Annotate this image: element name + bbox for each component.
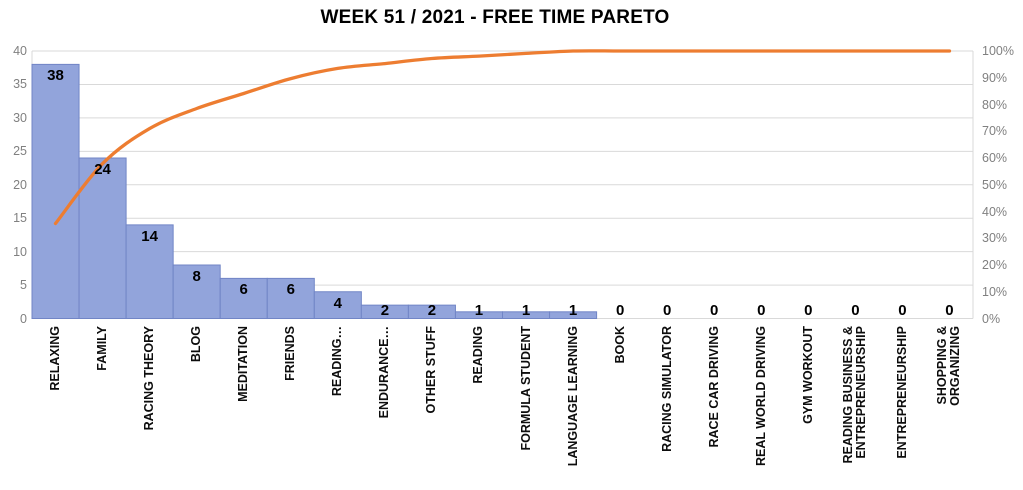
left-axis-tick-label: 0	[20, 311, 27, 326]
bar-value-label: 0	[663, 301, 672, 319]
right-axis-tick-label: 70%	[982, 124, 1008, 139]
category-label: LANGUAGE LEARNING	[565, 326, 580, 467]
category-label: FRIENDS	[283, 326, 298, 381]
category-label: RACE CAR DRIVING	[706, 326, 721, 448]
bar-value-label: 2	[380, 301, 390, 319]
category-label: RACING THEORY	[142, 326, 157, 431]
category-label: GYM WORKOUT	[800, 326, 815, 424]
bar	[31, 63, 80, 320]
category-label: BOOK	[612, 326, 627, 364]
bar	[549, 311, 598, 319]
left-axis-tick-label: 20	[13, 177, 27, 192]
bar-value-label: 6	[239, 281, 248, 299]
bar	[266, 277, 315, 320]
left-axis-tick-label: 5	[20, 278, 27, 293]
bar	[219, 277, 268, 320]
right-axis-tick-label: 20%	[982, 258, 1008, 272]
right-axis-tick-label: 80%	[982, 97, 1008, 112]
category-label: FORMULA STUDENT	[518, 326, 533, 451]
bar-value-label: 1	[568, 301, 578, 319]
bar-value-label: 6	[286, 281, 295, 299]
chart-title: WEEK 51 / 2021 - FREE TIME PARETO	[320, 7, 670, 28]
right-axis-tick-label: 0%	[982, 311, 1001, 326]
bar	[78, 157, 127, 319]
right-axis-tick-label: 90%	[982, 70, 1008, 85]
category-label: READING BUSINESS & ENTREPRENEURSHIP	[841, 326, 869, 464]
right-axis-tick-label: 40%	[982, 204, 1008, 219]
category-label: OTHER STUFF	[424, 326, 439, 414]
category-label: READING…	[330, 326, 345, 397]
bar-value-label: 0	[945, 301, 954, 319]
left-axis-tick-label: 25	[13, 144, 27, 159]
bar-value-label: 14	[141, 227, 158, 245]
left-axis-tick-label: 40	[13, 44, 27, 58]
right-axis-tick-label: 100%	[982, 44, 1014, 58]
left-axis-tick-label: 15	[13, 211, 27, 226]
bar-value-label: 4	[333, 294, 342, 312]
category-label: SHOPPING & ORGANIZING	[935, 326, 963, 406]
bar-value-label: 2	[427, 301, 437, 319]
category-label: REAL WORLD DRIVING	[753, 326, 768, 467]
right-axis-tick-label: 60%	[982, 151, 1008, 165]
right-axis-tick-label: 30%	[982, 231, 1008, 246]
bar-value-label: 1	[521, 301, 531, 319]
bar-value-label: 0	[615, 301, 625, 319]
category-label: FAMILY	[95, 326, 110, 371]
bar-value-label: 0	[757, 301, 766, 319]
category-label: RELAXING	[48, 326, 63, 391]
left-axis-tick-label: 30	[13, 110, 27, 125]
cumulative-line	[53, 49, 952, 226]
bar-value-label: 0	[851, 301, 860, 319]
category-label: RACING SIMULATOR	[659, 326, 674, 452]
category-label: MEDITATION	[236, 326, 251, 402]
bar-value-label: 24	[94, 161, 111, 178]
category-label: READING	[471, 326, 486, 384]
bar-value-label: 0	[804, 301, 813, 319]
left-axis-tick-label: 35	[13, 77, 27, 92]
right-axis-tick-label: 50%	[982, 177, 1008, 192]
category-label: ENDURANCE…	[377, 326, 392, 419]
right-axis-tick-label: 10%	[982, 284, 1008, 299]
bar	[313, 291, 362, 319]
bar-value-label: 0	[710, 301, 719, 319]
left-axis-tick-label: 10	[13, 244, 27, 259]
bar-value-label: 38	[47, 67, 64, 85]
category-label: BLOG	[189, 326, 204, 363]
bar	[172, 264, 221, 319]
bar-value-label: 1	[474, 301, 484, 319]
bar-value-label: 8	[192, 268, 201, 285]
category-label: ENTREPRENEURSHIP	[894, 326, 909, 459]
bar-value-label: 0	[898, 301, 907, 319]
